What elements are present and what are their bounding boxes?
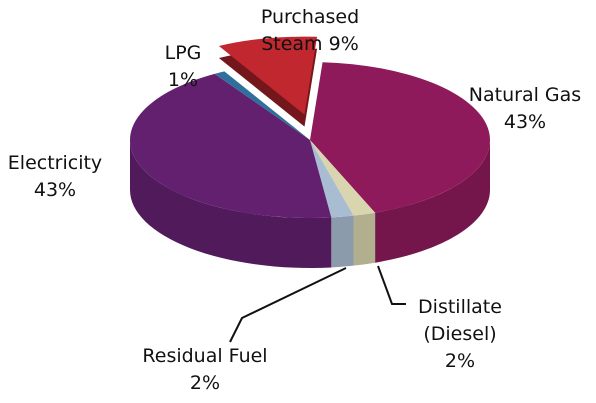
slice-side	[353, 212, 376, 266]
slice-label: Natural Gas 43%	[445, 82, 596, 136]
category-name: Natural Gas	[468, 84, 582, 106]
slice	[310, 62, 491, 213]
slice	[129, 73, 332, 218]
category-name: Distillate (Diesel)	[418, 296, 502, 345]
value-label: 2%	[444, 350, 476, 372]
slice-label: Purchased Steam 9%	[255, 4, 365, 58]
slice	[310, 140, 354, 218]
slice-side	[331, 215, 354, 268]
value-label: 2%	[189, 372, 221, 394]
category-name: Purchased Steam	[260, 6, 360, 55]
value-label: 43%	[503, 111, 547, 133]
slice-label: LPG 1%	[153, 40, 213, 94]
leader-line	[377, 265, 406, 305]
leader-line	[229, 267, 347, 343]
category-name: LPG	[164, 42, 202, 64]
category-name: Electricity	[7, 152, 103, 174]
value-label: 43%	[33, 179, 77, 201]
slice-side	[130, 140, 332, 268]
slice-side	[375, 140, 490, 263]
category-name: Residual Fuel	[142, 345, 268, 367]
slice-label: Electricity 43%	[0, 150, 120, 204]
pie-layer	[129, 36, 491, 268]
slice	[310, 140, 376, 216]
slice-label: Residual Fuel 2%	[110, 343, 300, 397]
slice-label: Distillate (Diesel) 2%	[400, 294, 520, 375]
slice	[218, 36, 318, 115]
value-label: 1%	[167, 69, 199, 91]
value-label: 9%	[328, 33, 359, 55]
slice	[214, 71, 310, 140]
